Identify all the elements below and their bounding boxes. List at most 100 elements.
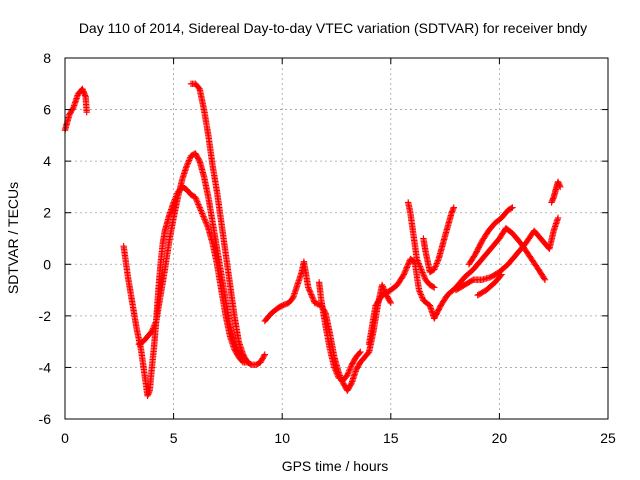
data-point — [386, 298, 394, 305]
data-point — [557, 183, 564, 191]
data-point — [404, 261, 412, 268]
data-point — [497, 272, 504, 279]
x-tick-label: 5 — [170, 430, 178, 446]
chart-title: Day 110 of 2014, Sidereal Day-to-day VTE… — [79, 20, 587, 36]
data-point — [403, 264, 410, 271]
y-tick-label: -6 — [39, 411, 52, 427]
data-point — [417, 289, 424, 297]
data-series — [135, 150, 247, 361]
data-point — [416, 263, 424, 270]
data-point — [357, 348, 364, 356]
data-point — [541, 276, 549, 283]
data-point — [554, 214, 562, 222]
data-point — [344, 370, 352, 377]
x-tick-label: 20 — [492, 430, 508, 446]
data-series — [187, 80, 251, 366]
data-point — [193, 198, 201, 205]
data-point — [380, 286, 388, 293]
data-point — [200, 213, 207, 220]
data-point — [202, 219, 210, 226]
data-point — [403, 265, 410, 273]
data-point — [186, 155, 193, 163]
data-series — [315, 279, 364, 384]
data-point — [413, 255, 421, 263]
data-point — [333, 370, 341, 377]
data-point — [183, 163, 190, 170]
y-tick-label: -2 — [39, 308, 52, 324]
data-points — [61, 80, 564, 399]
data-point — [431, 264, 439, 272]
data-point — [429, 283, 437, 291]
data-point — [261, 351, 269, 358]
data-point — [509, 204, 516, 211]
data-point — [416, 288, 423, 295]
data-point — [344, 371, 351, 379]
data-point — [69, 105, 77, 112]
data-point — [418, 266, 425, 273]
data-point — [197, 207, 205, 214]
data-point — [414, 257, 421, 264]
data-point — [417, 264, 424, 272]
data-point — [420, 272, 427, 279]
data-point — [417, 291, 425, 298]
data-point — [450, 204, 457, 211]
data-point — [387, 299, 394, 307]
x-tick-label: 0 — [61, 430, 69, 446]
data-point — [468, 277, 476, 284]
data-series — [404, 199, 438, 291]
y-tick-label: 4 — [43, 153, 51, 169]
data-point — [401, 269, 408, 277]
data-point — [201, 216, 208, 223]
data-point — [378, 281, 386, 289]
data-point — [151, 320, 159, 328]
y-tick-label: 0 — [43, 256, 51, 272]
data-point — [305, 285, 313, 293]
data-point — [416, 261, 423, 269]
data-point — [198, 210, 206, 217]
data-point — [310, 296, 317, 304]
data-point — [347, 364, 354, 371]
y-tick-label: 8 — [43, 50, 51, 66]
data-point — [244, 359, 251, 366]
x-tick-label: 10 — [274, 430, 290, 446]
data-point — [184, 160, 192, 167]
data-point — [434, 257, 442, 264]
data-point — [200, 214, 208, 222]
data-point — [202, 217, 209, 225]
data-series — [548, 178, 564, 206]
data-point — [149, 325, 157, 332]
y-axis-label: SDTVAR / TECUs — [5, 182, 21, 294]
data-point — [331, 365, 339, 373]
data-series — [452, 214, 562, 294]
data-point — [260, 352, 268, 360]
data-point — [184, 161, 191, 169]
data-point — [195, 202, 203, 210]
data-point — [204, 223, 211, 230]
data-point — [346, 367, 353, 374]
data-point — [415, 260, 422, 267]
data-point — [401, 268, 409, 275]
y-tick-label: 6 — [43, 102, 51, 118]
data-point — [203, 220, 210, 227]
data-point — [332, 367, 339, 374]
data-point — [402, 267, 409, 274]
data-point — [331, 364, 338, 371]
data-point — [508, 205, 515, 212]
data-point — [414, 258, 422, 266]
data-point — [148, 328, 156, 335]
data-point — [405, 260, 412, 267]
data-point — [334, 371, 341, 378]
data-point — [305, 284, 312, 291]
data-point — [347, 363, 355, 370]
data-point — [194, 199, 202, 207]
data-point — [418, 292, 425, 300]
data-point — [379, 283, 386, 290]
data-point — [83, 108, 90, 116]
data-point — [308, 291, 315, 298]
data-point — [540, 275, 548, 282]
data-point — [431, 266, 438, 273]
data-series — [120, 183, 269, 399]
data-point — [419, 269, 426, 276]
data-point — [432, 261, 440, 269]
data-point — [418, 267, 426, 275]
